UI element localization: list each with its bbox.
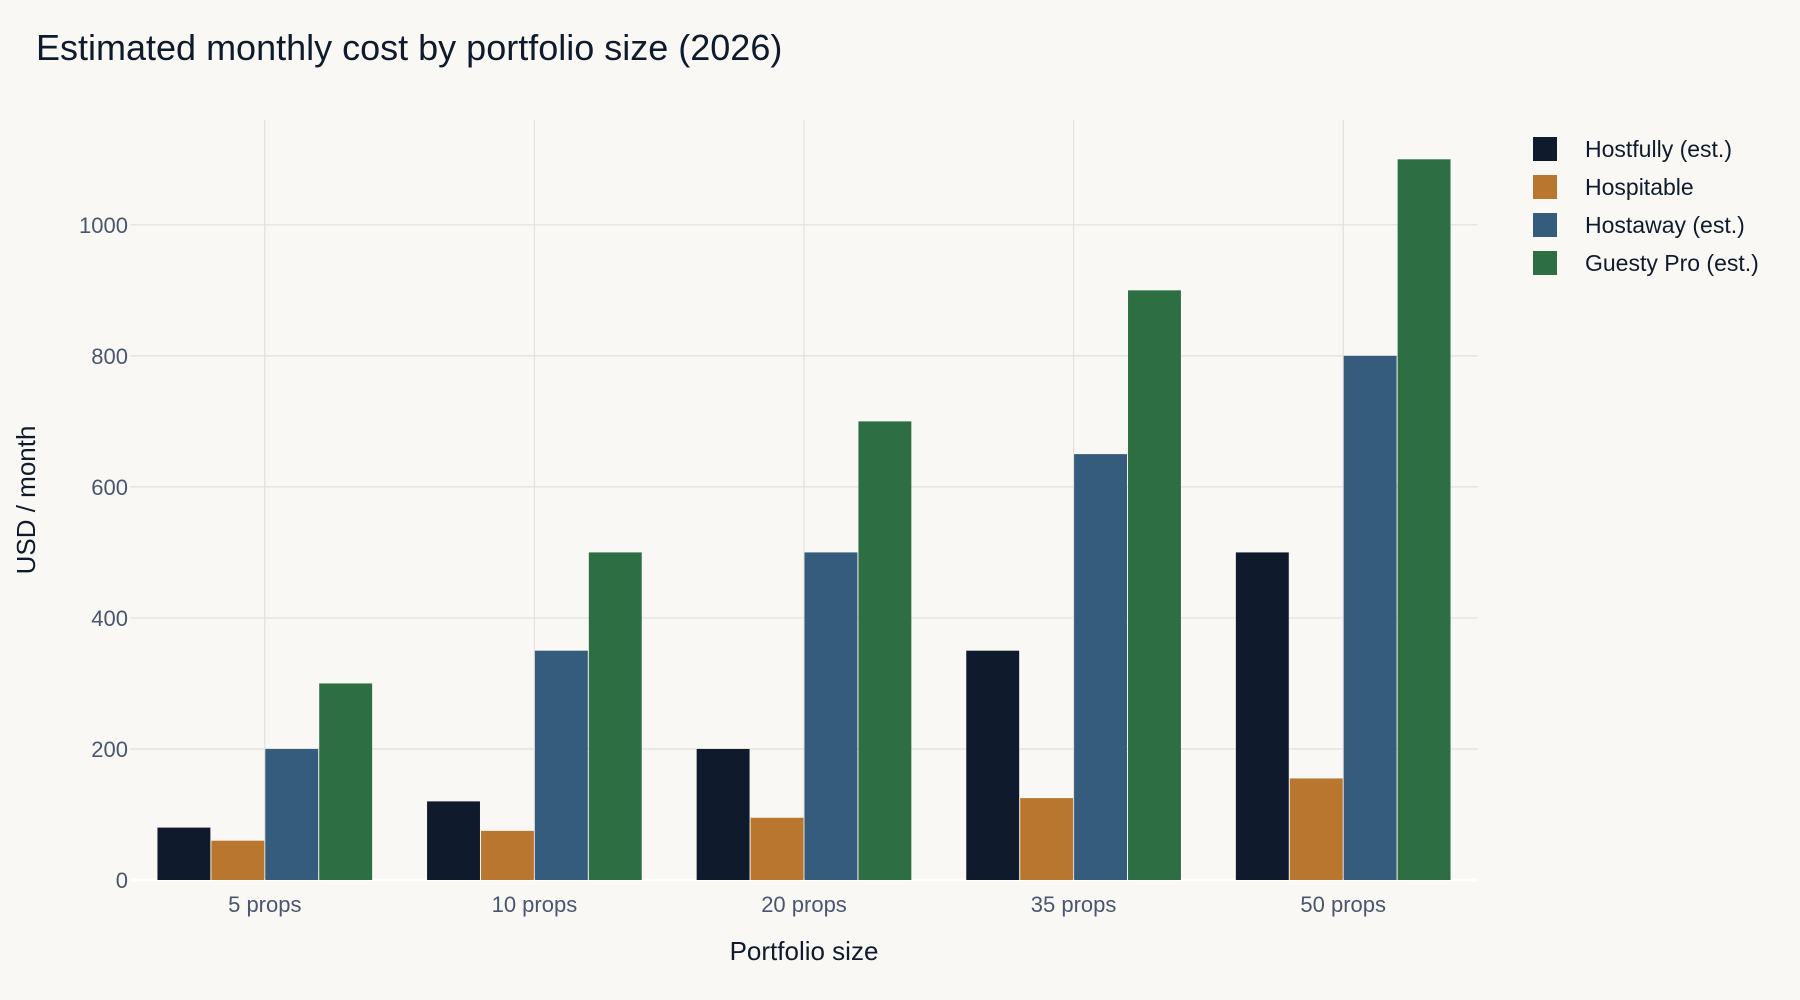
bar [858, 421, 912, 880]
legend: Hostfully (est.) Hospitable Hostaway (est.… [1533, 136, 1759, 276]
bar [1235, 552, 1289, 880]
y-tick-label: 0 [116, 868, 128, 893]
y-tick-label: 600 [91, 475, 128, 500]
legend-swatch [1533, 251, 1557, 275]
y-tick-label: 1000 [79, 213, 128, 238]
y-axis-title: USD / month [11, 426, 41, 575]
y-tick-label: 400 [91, 606, 128, 631]
bar [1343, 355, 1397, 880]
legend-swatch [1533, 137, 1557, 161]
bar [750, 817, 804, 880]
bar [534, 650, 588, 880]
x-tick-label: 5 props [228, 892, 301, 917]
bar [1289, 778, 1343, 880]
bar [1020, 798, 1074, 880]
x-tick-label: 20 props [761, 892, 847, 917]
x-axis-title: Portfolio size [730, 936, 879, 966]
x-tick-label: 50 props [1300, 892, 1386, 917]
bar [427, 801, 480, 880]
bar [804, 552, 858, 880]
bar [265, 748, 319, 880]
bar [1397, 159, 1451, 880]
bar [319, 683, 373, 880]
bar [1128, 290, 1181, 880]
bar [480, 830, 534, 880]
bar [966, 650, 1020, 880]
x-tick-label: 35 props [1031, 892, 1117, 917]
tick-labels: 0 200 400 600 800 1000 5 props 10 props 20 props… [79, 213, 1386, 917]
legend-swatch [1533, 213, 1557, 237]
bar [588, 552, 642, 880]
legend-label: Hostaway (est.) [1585, 212, 1745, 238]
y-tick-label: 800 [91, 344, 128, 369]
bar [157, 827, 211, 880]
legend-label: Hospitable [1585, 174, 1694, 200]
bars [157, 159, 1451, 880]
legend-swatch [1533, 175, 1557, 199]
y-tick-label: 200 [91, 737, 128, 762]
legend-label: Guesty Pro (est.) [1585, 250, 1759, 276]
legend-label: Hostfully (est.) [1585, 136, 1732, 162]
chart-title: Estimated monthly cost by portfolio size… [36, 27, 782, 68]
bar [696, 748, 750, 880]
bar [1074, 454, 1128, 880]
bar [211, 840, 265, 880]
x-tick-label: 10 props [492, 892, 578, 917]
